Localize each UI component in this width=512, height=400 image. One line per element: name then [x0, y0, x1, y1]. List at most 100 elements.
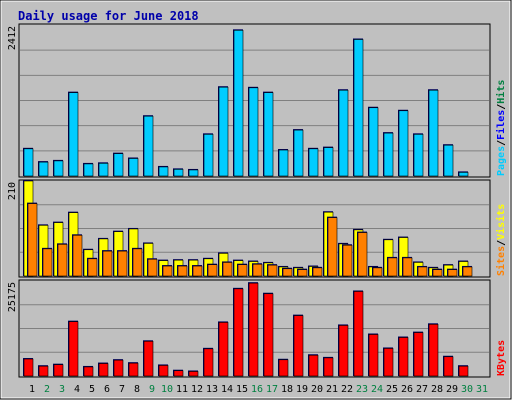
bar-sites-day-13 — [207, 264, 218, 277]
bar-kbytes-day-15 — [233, 288, 244, 377]
bar-files-day-13 — [203, 134, 214, 177]
day-label-2: 2 — [44, 384, 50, 395]
day-label-3: 3 — [59, 384, 65, 395]
day-label-23: 23 — [356, 384, 368, 395]
visits-sites-legend: Sites/Visits — [495, 204, 507, 276]
bar-sites-day-25 — [387, 257, 398, 277]
legend-item-sites: Sites — [495, 246, 507, 276]
visits-sites-bars — [23, 180, 473, 277]
bar-kbytes-day-29 — [443, 356, 454, 377]
bar-sites-day-22 — [342, 244, 353, 277]
bar-sites-day-23 — [357, 232, 368, 277]
bar-kbytes-day-11 — [173, 370, 184, 377]
bar-kbytes-day-16 — [248, 282, 259, 377]
day-label-14: 14 — [221, 384, 233, 395]
bar-kbytes-day-25 — [383, 348, 394, 377]
bar-sites-day-1 — [27, 203, 38, 277]
bar-kbytes-day-18 — [278, 359, 289, 377]
bar-sites-day-30 — [462, 266, 473, 277]
day-label-18: 18 — [281, 384, 293, 395]
day-label-31: 31 — [476, 384, 488, 395]
day-label-22: 22 — [341, 384, 353, 395]
bar-files-day-28 — [428, 89, 439, 177]
day-label-8: 8 — [134, 384, 140, 395]
bar-sites-day-11 — [177, 265, 188, 277]
bar-kbytes-day-1 — [23, 358, 34, 377]
bar-files-day-19 — [293, 129, 304, 177]
bar-sites-day-18 — [282, 268, 293, 277]
bar-sites-day-24 — [372, 267, 383, 277]
bar-kbytes-day-9 — [143, 340, 154, 377]
bar-sites-day-8 — [132, 248, 143, 277]
legend-item-pages: Pages — [496, 146, 507, 176]
bar-sites-day-29 — [447, 269, 458, 277]
day-label-29: 29 — [446, 384, 458, 395]
day-label-13: 13 — [206, 384, 218, 395]
day-label-4: 4 — [74, 384, 80, 395]
bar-kbytes-day-5 — [83, 366, 94, 377]
bar-files-day-26 — [398, 110, 409, 177]
bar-sites-day-14 — [222, 262, 233, 277]
bar-sites-day-9 — [147, 258, 158, 277]
bar-sites-day-2 — [42, 248, 53, 277]
day-label-19: 19 — [296, 384, 308, 395]
bar-kbytes-day-27 — [413, 332, 424, 377]
bar-kbytes-day-26 — [398, 337, 409, 377]
day-label-28: 28 — [431, 384, 443, 395]
bar-files-day-21 — [323, 147, 334, 177]
bar-sites-day-26 — [402, 257, 413, 277]
legend-separator: / — [496, 140, 507, 146]
bar-kbytes-day-24 — [368, 334, 379, 377]
day-label-27: 27 — [416, 384, 428, 395]
bar-files-day-29 — [443, 144, 454, 177]
legend-separator: / — [496, 104, 507, 110]
day-label-20: 20 — [311, 384, 323, 395]
bar-files-day-23 — [353, 39, 364, 177]
bar-files-day-1 — [23, 148, 34, 177]
legend-separator: / — [496, 240, 507, 246]
day-axis-labels: 1 2 3 4 5 6 7 8 9 10 11 12 13 14 15 16 17 18 19 20 21 22 23 24 2… — [29, 384, 488, 395]
day-label-12: 12 — [191, 384, 203, 395]
day-label-5: 5 — [89, 384, 95, 395]
legend-item-hits: Hits — [495, 80, 507, 104]
bar-files-day-20 — [308, 148, 319, 177]
bar-kbytes-day-12 — [188, 371, 199, 377]
bar-sites-day-16 — [252, 263, 263, 277]
bar-sites-day-12 — [192, 265, 203, 277]
bar-kbytes-day-30 — [458, 365, 469, 377]
chart-title: Daily usage for June 2018 — [18, 9, 199, 23]
bar-files-day-15 — [233, 30, 244, 177]
bar-kbytes-day-6 — [98, 363, 109, 377]
bar-files-day-14 — [218, 86, 229, 177]
bar-files-day-22 — [338, 89, 349, 177]
bar-sites-day-6 — [102, 250, 113, 277]
bar-sites-day-28 — [432, 269, 443, 277]
bar-sites-day-4 — [72, 234, 83, 277]
bar-kbytes-day-7 — [113, 359, 124, 377]
bar-files-day-17 — [263, 92, 274, 177]
day-label-21: 21 — [326, 384, 338, 395]
day-label-7: 7 — [119, 384, 125, 395]
bar-sites-day-19 — [297, 269, 308, 277]
bar-files-day-5 — [83, 163, 94, 177]
legend-item-visits: Visits — [495, 204, 507, 240]
bar-kbytes-day-14 — [218, 322, 229, 377]
day-label-25: 25 — [386, 384, 398, 395]
bar-kbytes-day-23 — [353, 291, 364, 377]
day-label-1: 1 — [29, 384, 35, 395]
bar-sites-day-3 — [57, 244, 68, 277]
visits-panel-ymax-label: 210 — [7, 182, 18, 200]
bar-sites-day-17 — [267, 264, 278, 277]
bar-kbytes-day-2 — [38, 365, 49, 377]
day-label-26: 26 — [401, 384, 413, 395]
bar-kbytes-day-28 — [428, 324, 439, 377]
bar-files-day-6 — [98, 163, 109, 177]
legend-item-files: Files — [495, 110, 507, 140]
bar-sites-day-10 — [162, 265, 173, 277]
bar-files-day-3 — [53, 160, 64, 177]
day-label-24: 24 — [371, 384, 383, 395]
bar-files-day-11 — [173, 169, 184, 177]
bar-sites-day-15 — [237, 264, 248, 277]
